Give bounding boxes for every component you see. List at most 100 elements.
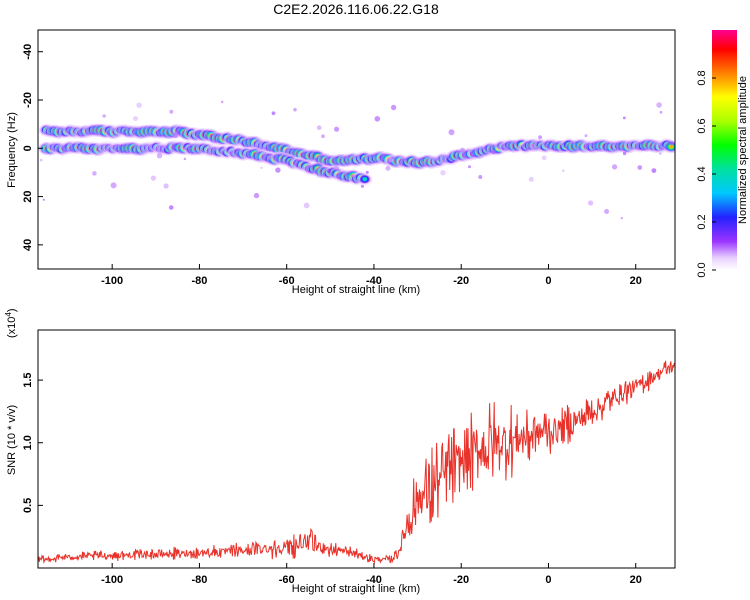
chart-title: C2E2.2026.116.06.22.G18 bbox=[273, 1, 439, 17]
spectrogram-speckle bbox=[333, 165, 339, 171]
snr-series-line bbox=[38, 360, 675, 564]
y-tick-label: -40 bbox=[22, 44, 34, 60]
colorbar-tick-label: 0.8 bbox=[696, 70, 708, 85]
spectrogram-speckle bbox=[656, 102, 662, 108]
spectrogram-speckle bbox=[491, 149, 497, 155]
spectrogram-speckle bbox=[651, 168, 657, 174]
x-tick-label: -20 bbox=[453, 574, 469, 586]
y-tick-label: -20 bbox=[22, 92, 34, 108]
spectrogram-speckle bbox=[92, 171, 97, 176]
spectrogram-speckle bbox=[110, 182, 117, 189]
top-y-ticks: 40 20 0 -20 -40 bbox=[22, 44, 43, 251]
spectrogram-speckle bbox=[102, 114, 106, 118]
spectrogram-speckle bbox=[528, 176, 534, 182]
spectrogram-speckle bbox=[150, 175, 156, 181]
spectrogram-cell bbox=[363, 177, 367, 181]
spectrogram-speckle bbox=[169, 109, 174, 114]
spectrogram-speckle bbox=[156, 153, 163, 159]
spectrogram-speckle bbox=[448, 129, 455, 136]
y-tick-label: 0.5 bbox=[22, 498, 34, 513]
spectrogram-speckle bbox=[584, 134, 588, 138]
y-tick-label: 1.5 bbox=[22, 372, 34, 387]
y-tick-label: 20 bbox=[22, 190, 34, 202]
spectrogram-speckle bbox=[538, 135, 543, 140]
spectrogram-speckle bbox=[440, 170, 446, 176]
spectrogram-speckle bbox=[303, 202, 310, 209]
spectrogram-speckle bbox=[133, 116, 138, 122]
x-tick-label: -40 bbox=[366, 275, 382, 287]
spectrogram-speckle bbox=[385, 165, 391, 171]
spectrogram-speckle bbox=[669, 141, 675, 146]
spectrogram-speckle bbox=[163, 183, 169, 189]
top-y-axis-label: Frequency (Hz) bbox=[6, 112, 18, 188]
spectrogram-speckle bbox=[622, 151, 627, 156]
spectrogram-speckle bbox=[541, 155, 547, 161]
colorbar-tick-label: 0.0 bbox=[696, 262, 708, 277]
colorbar-gradient bbox=[712, 30, 737, 270]
x-tick-label: -20 bbox=[453, 275, 469, 287]
spectrogram-speckle bbox=[468, 165, 471, 169]
x-tick-label: -100 bbox=[101, 574, 123, 586]
spectrogram-panel: -100 -80 -60 -40 -20 0 20 40 20 0 -20 -40 Height o… bbox=[6, 29, 676, 296]
spectrogram-speckle bbox=[374, 116, 381, 122]
y-tick-label: 40 bbox=[22, 239, 34, 251]
y-multiplier-label: (x104) bbox=[4, 308, 18, 338]
x-tick-label: 20 bbox=[630, 574, 642, 586]
spectrogram-speckle bbox=[388, 157, 394, 163]
colorbar-tick-label: 0.6 bbox=[696, 118, 708, 133]
spectrogram-speckle bbox=[390, 104, 397, 111]
spectrogram-speckle bbox=[183, 157, 187, 161]
spectrogram-speckle bbox=[562, 169, 565, 172]
spectrogram-frame bbox=[37, 29, 676, 270]
spectrogram-speckle bbox=[360, 184, 364, 188]
bottom-y-axis-label: SNR (10 * v/v) bbox=[6, 405, 18, 475]
spectrogram-speckle bbox=[529, 143, 536, 150]
bottom-x-axis-label: Height of straight line (km) bbox=[292, 583, 420, 595]
bottom-y-ticks: 0.5 1.0 1.5 bbox=[22, 372, 43, 513]
x-tick-label: -60 bbox=[279, 275, 295, 287]
x-tick-label: 20 bbox=[630, 275, 642, 287]
spectrogram-speckle bbox=[271, 111, 276, 116]
spectrogram-speckle bbox=[659, 110, 663, 114]
colorbar: 0.0 0.2 0.4 0.6 0.8 Normalized spectral ampl… bbox=[696, 30, 749, 278]
colorbar-tick-label: 0.2 bbox=[696, 214, 708, 229]
x-tick-label: -100 bbox=[101, 275, 123, 287]
spectrogram-speckle bbox=[622, 116, 626, 120]
spectrogram-speckle bbox=[266, 155, 272, 160]
x-tick-label: -80 bbox=[191, 275, 207, 287]
spectrogram-speckle bbox=[637, 165, 643, 170]
spectrogram-speckle bbox=[612, 164, 618, 170]
spectrogram-speckle bbox=[321, 134, 325, 139]
bottom-x-ticks: -100 -80 -60 -40 -20 0 20 bbox=[101, 563, 642, 586]
colorbar-label: Normalized spectral amplitude bbox=[737, 76, 749, 224]
spectrogram-speckle bbox=[136, 102, 142, 108]
spectrogram-cell bbox=[669, 145, 673, 149]
spectrogram-speckle bbox=[659, 152, 662, 155]
spectrogram-speckle bbox=[168, 205, 174, 210]
spectrogram-speckle bbox=[293, 107, 297, 112]
spectrogram-speckle bbox=[350, 174, 353, 177]
spectrogram-heat bbox=[38, 100, 675, 220]
x-tick-label: -80 bbox=[191, 574, 207, 586]
spectrogram-speckle bbox=[604, 209, 610, 214]
spectrogram-speckle bbox=[253, 192, 260, 199]
snr-panel: -100 -80 -60 -40 -20 0 20 0.5 1.0 1.5 Height of … bbox=[4, 308, 676, 595]
spectrogram-speckle bbox=[260, 166, 263, 169]
spectrogram-speckle bbox=[588, 200, 594, 206]
spectrogram-speckle bbox=[275, 167, 281, 173]
x-tick-label: 0 bbox=[545, 275, 551, 287]
x-tick-label: -60 bbox=[279, 574, 295, 586]
spectrogram-speckle bbox=[172, 132, 179, 139]
spectrogram-speckle bbox=[221, 100, 224, 104]
spectrogram-speckle bbox=[316, 125, 322, 130]
spectrogram-speckle bbox=[334, 126, 340, 132]
colorbar-tick-label: 0.4 bbox=[696, 166, 708, 181]
x-tick-label: -40 bbox=[366, 574, 382, 586]
spectrogram-speckle bbox=[432, 159, 436, 162]
y-tick-label: 1.0 bbox=[22, 435, 34, 450]
spectrogram-speckle bbox=[620, 217, 623, 220]
top-x-axis-label: Height of straight line (km) bbox=[292, 284, 420, 296]
spectrogram-speckle bbox=[365, 170, 369, 174]
x-tick-label: 0 bbox=[545, 574, 551, 586]
